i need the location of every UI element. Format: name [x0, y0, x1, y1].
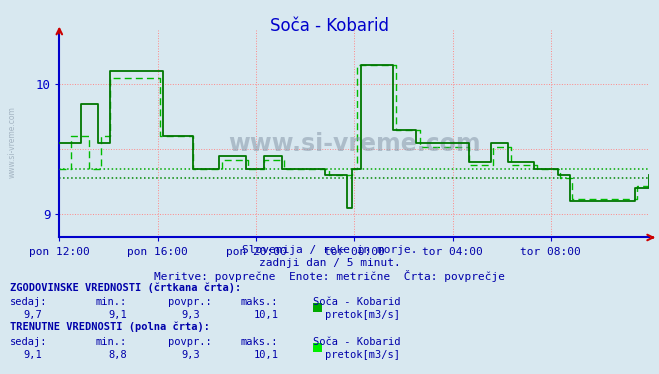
Text: www.si-vreme.com: www.si-vreme.com — [228, 132, 480, 156]
Text: maks.:: maks.: — [241, 297, 278, 307]
Text: pretok[m3/s]: pretok[m3/s] — [325, 310, 400, 320]
Text: min.:: min.: — [96, 337, 127, 347]
Text: 9,3: 9,3 — [181, 310, 200, 320]
Text: pretok[m3/s]: pretok[m3/s] — [325, 350, 400, 360]
Text: povpr.:: povpr.: — [168, 337, 212, 347]
Text: maks.:: maks.: — [241, 337, 278, 347]
Text: 8,8: 8,8 — [109, 350, 127, 360]
Text: Soča - Kobarid: Soča - Kobarid — [313, 337, 401, 347]
Text: povpr.:: povpr.: — [168, 297, 212, 307]
Text: 9,1: 9,1 — [109, 310, 127, 320]
Text: 10,1: 10,1 — [254, 310, 279, 320]
Text: Meritve: povprečne  Enote: metrične  Črta: povprečje: Meritve: povprečne Enote: metrične Črta:… — [154, 270, 505, 282]
Text: 9,7: 9,7 — [23, 310, 42, 320]
Text: ZGODOVINSKE VREDNOSTI (črtkana črta):: ZGODOVINSKE VREDNOSTI (črtkana črta): — [10, 282, 241, 293]
Text: Soča - Kobarid: Soča - Kobarid — [313, 297, 401, 307]
Text: TRENUTNE VREDNOSTI (polna črta):: TRENUTNE VREDNOSTI (polna črta): — [10, 322, 210, 332]
Text: www.si-vreme.com: www.si-vreme.com — [8, 106, 17, 178]
Text: 9,3: 9,3 — [181, 350, 200, 360]
Text: Soča - Kobarid: Soča - Kobarid — [270, 17, 389, 35]
Text: sedaj:: sedaj: — [10, 297, 47, 307]
Text: 9,1: 9,1 — [23, 350, 42, 360]
Text: 10,1: 10,1 — [254, 350, 279, 360]
Text: Slovenija / reke in morje.: Slovenija / reke in morje. — [242, 245, 417, 255]
Text: sedaj:: sedaj: — [10, 337, 47, 347]
Text: zadnji dan / 5 minut.: zadnji dan / 5 minut. — [258, 258, 401, 268]
Text: min.:: min.: — [96, 297, 127, 307]
